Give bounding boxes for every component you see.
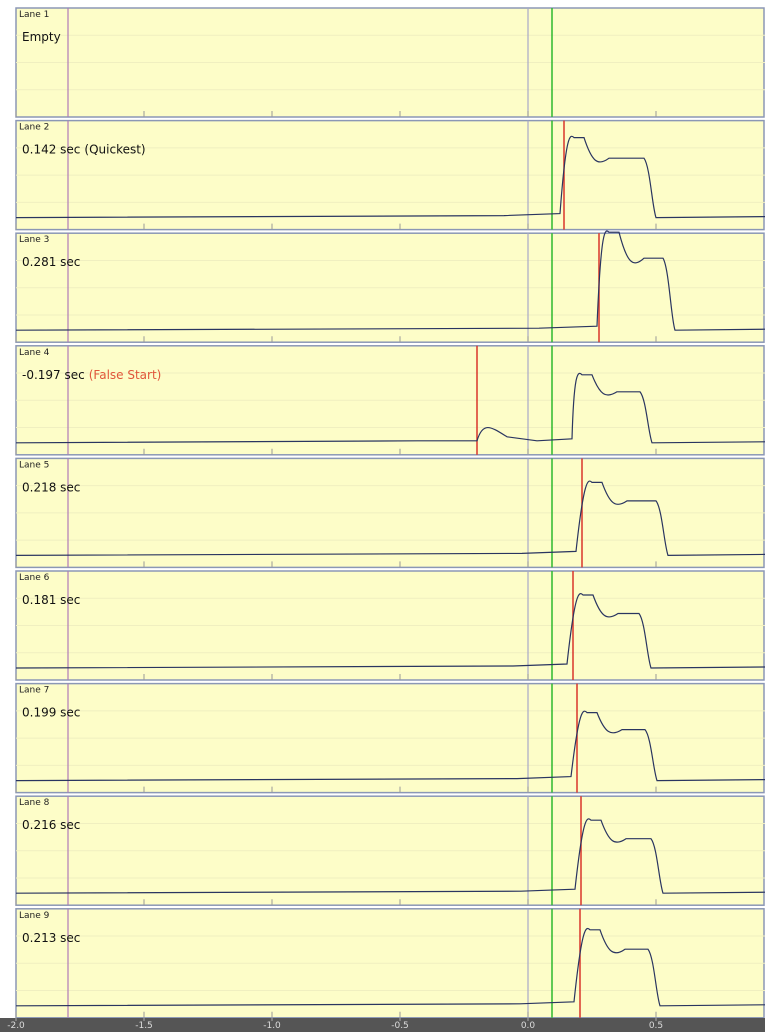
lane-panel: Lane 8 0.216 sec <box>15 795 765 906</box>
result-note: (Quickest) <box>84 143 145 157</box>
sensor-trace <box>15 593 765 669</box>
sensor-trace <box>15 818 765 894</box>
axis-tick-label: -1.5 <box>135 1021 153 1031</box>
lane-label: Lane 7 <box>19 686 49 696</box>
lane-panel: Lane 5 0.218 sec <box>15 457 765 569</box>
lane-result: 0.216 sec <box>22 818 80 832</box>
sensor-trace <box>15 710 765 782</box>
lane-label: Lane 6 <box>19 573 50 583</box>
sensor-trace <box>15 230 765 331</box>
lane-panel: Lane 2 0.142 sec (Quickest) <box>15 119 765 231</box>
lane-result: Empty <box>22 30 61 44</box>
lane-label: Lane 1 <box>19 10 49 20</box>
lane-panel: Lane 6 0.181 sec <box>15 570 765 681</box>
lane-result: 0.218 sec <box>22 480 80 494</box>
result-note: (False Start) <box>89 368 162 382</box>
lane-panel: Lane 9 0.213 sec <box>15 908 765 1019</box>
axis-tick-label: -1.0 <box>263 1021 281 1031</box>
axis-tick-label: -0.5 <box>391 1021 409 1031</box>
lane-panel: Lane 4 -0.197 sec (False Start) <box>15 345 765 456</box>
lane-panel: Lane 1 Empty <box>15 7 765 118</box>
result-time: 0.281 sec <box>22 255 80 269</box>
sensor-trace <box>15 372 765 444</box>
result-time: 0.142 sec <box>22 143 80 157</box>
result-time: 0.213 sec <box>22 931 80 945</box>
result-time: 0.218 sec <box>22 480 80 494</box>
axis-tick-label: 0.0 <box>521 1021 536 1031</box>
lane-label: Lane 5 <box>19 460 49 470</box>
lane-result: 0.181 sec <box>22 593 80 607</box>
result-time: Empty <box>22 30 61 44</box>
lane-result: 0.281 sec <box>22 255 80 269</box>
result-time: -0.197 sec <box>22 368 85 382</box>
result-time: 0.199 sec <box>22 706 80 720</box>
sensor-trace <box>15 480 765 557</box>
lane-label: Lane 4 <box>19 348 50 358</box>
axis-tick-label: -2.0 <box>7 1021 25 1031</box>
result-time: 0.216 sec <box>22 818 80 832</box>
axis-tick-label: 0.5 <box>649 1021 663 1031</box>
lane-result: 0.213 sec <box>22 931 80 945</box>
result-time: 0.181 sec <box>22 593 80 607</box>
lane-result: -0.197 sec (False Start) <box>22 368 161 382</box>
lane-label: Lane 8 <box>19 798 50 808</box>
sensor-trace <box>15 135 765 219</box>
lane-result: 0.199 sec <box>22 706 80 720</box>
lane-label: Lane 2 <box>19 123 49 133</box>
lane-panel: Lane 7 0.199 sec <box>15 682 765 794</box>
lane-result: 0.142 sec (Quickest) <box>22 143 146 157</box>
lane-label: Lane 9 <box>19 911 50 921</box>
lane-label: Lane 3 <box>19 235 49 245</box>
sensor-trace <box>15 927 765 1007</box>
time-axis <box>0 1018 765 1032</box>
lane-panel: Lane 3 0.281 sec <box>15 230 765 343</box>
